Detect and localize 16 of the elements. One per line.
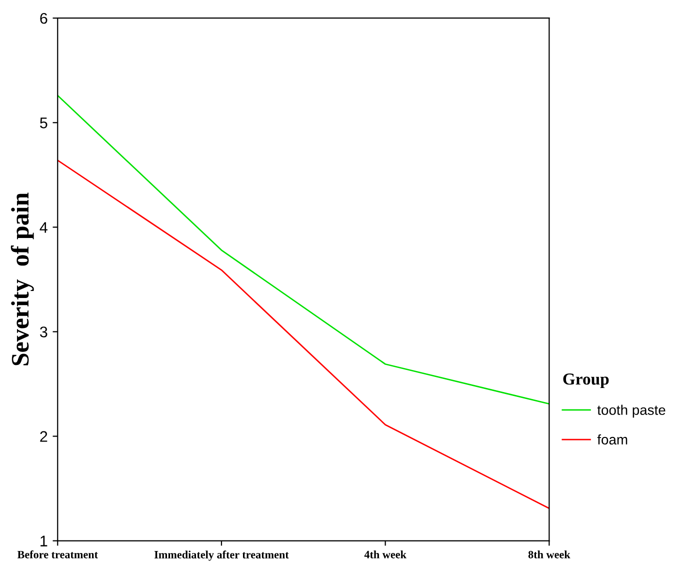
y-tick-label: 2 [40, 431, 48, 442]
x-tick-label: Immediately after treatment [154, 550, 289, 561]
y-tick-label: 5 [40, 118, 48, 128]
legend-label: tooth paste [597, 404, 666, 418]
y-tick-label: 6 [40, 12, 48, 24]
x-tick-label: 4th week [364, 550, 406, 558]
legend-title: Group [563, 373, 609, 388]
x-tick-label: 8th week [528, 550, 570, 558]
y-axis-title: Severity of pain [10, 192, 34, 366]
legend-label: foam [597, 434, 628, 445]
line-series [58, 160, 550, 510]
y-tick-label: 4 [40, 222, 48, 233]
y-tick-label: 1 [40, 536, 48, 546]
y-tick-label: 3 [40, 326, 48, 338]
x-tick-label: Before treatment [17, 550, 98, 558]
line-series [58, 94, 550, 405]
